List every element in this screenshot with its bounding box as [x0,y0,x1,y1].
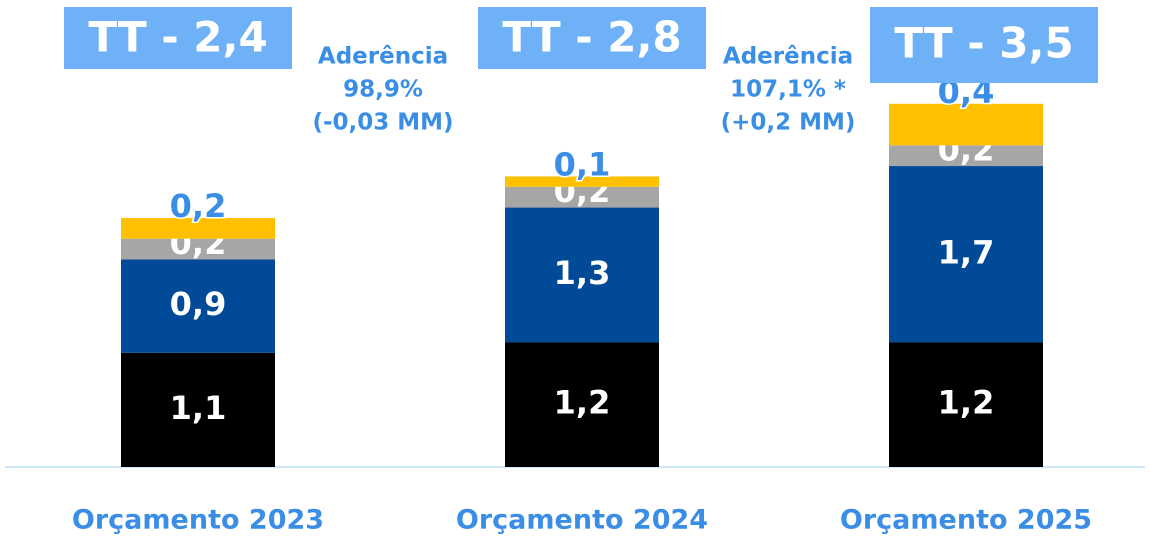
annotation: Aderência [723,44,853,70]
category-label: Orçamento 2024 [456,505,708,536]
bar-segment [121,238,275,260]
total-box [870,7,1098,83]
value-label: 0,9 [170,285,227,323]
category-label: Orçamento 2025 [840,505,1092,536]
bar-segment [889,342,1043,467]
bar-segment [121,217,275,239]
value-label: 1,2 [938,384,995,422]
value-label: 1,3 [554,254,611,292]
value-label: 0,1 [554,145,611,183]
category-label: Orçamento 2023 [72,505,324,536]
bar-segment [889,103,1043,146]
bar-segment [121,352,275,467]
total-box [64,7,292,69]
value-label: 1,7 [938,233,995,271]
total-box [478,7,706,69]
annotation: 107,1% * [730,77,846,103]
bar-segment [889,166,1043,343]
bar-segment [505,176,659,187]
bar-segment [505,342,659,467]
value-label: 1,1 [170,389,227,427]
total-label: TT - 2,8 [502,13,681,62]
value-label: 1,2 [554,384,611,422]
bar-segment [889,145,1043,167]
total-label: TT - 3,5 [894,19,1073,68]
annotation: (+0,2 MM) [721,110,856,136]
bar-segment [505,207,659,343]
annotation: Aderência [318,44,448,70]
annotation: 98,9% [343,77,423,103]
bar-segment [121,259,275,353]
bar-segment [505,186,659,208]
annotation: (-0,03 MM) [312,110,453,136]
total-label: TT - 2,4 [88,13,267,62]
value-label: 0,2 [170,187,227,225]
